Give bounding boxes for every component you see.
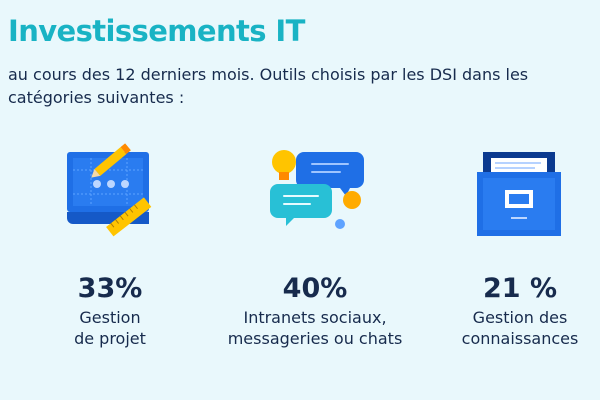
stat-label: Intranets sociaux, messageries ou chats bbox=[220, 307, 410, 349]
stat-label-line1: Intranets sociaux, bbox=[243, 308, 387, 327]
page-title: Investissements IT bbox=[8, 14, 305, 48]
page-subtitle: au cours des 12 derniers mois. Outils ch… bbox=[8, 65, 529, 107]
stat-label: Gestion de projet bbox=[15, 307, 205, 349]
stat-label-line1: Gestion bbox=[79, 308, 141, 327]
stat-knowledge-management: 21 % Gestion des connaissances bbox=[425, 140, 600, 349]
stat-label-line2: connaissances bbox=[461, 329, 579, 348]
stat-value: 21 % bbox=[482, 273, 558, 304]
project-board-icon bbox=[67, 143, 152, 237]
stat-value: 33% bbox=[77, 273, 143, 304]
file-drawer-icon bbox=[477, 152, 561, 236]
stat-label-line2: messageries ou chats bbox=[227, 329, 403, 348]
stat-label: Gestion des connaissances bbox=[425, 307, 600, 349]
stat-social-intranets: 40% Intranets sociaux, messageries ou ch… bbox=[220, 140, 410, 349]
stat-label-line1: Gestion des bbox=[472, 308, 568, 327]
stat-label-line2: de projet bbox=[74, 329, 146, 348]
chat-bubbles-icon bbox=[270, 150, 364, 229]
stat-project-management: 33% Gestion de projet bbox=[15, 140, 205, 349]
stat-value: 40% bbox=[282, 273, 348, 304]
